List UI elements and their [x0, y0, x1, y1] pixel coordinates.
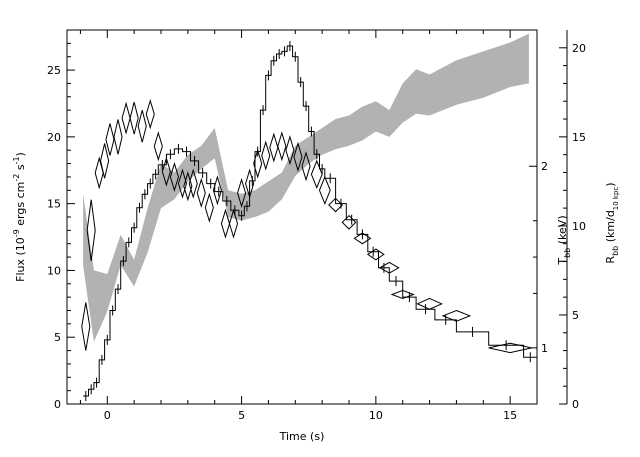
temperature-diamond: [129, 102, 139, 135]
temperature-diamond: [100, 143, 110, 179]
temperature-diamond: [145, 99, 155, 130]
radius-tick-label: 5: [572, 309, 579, 322]
temperature-diamond: [161, 156, 171, 187]
temperature-diamond: [169, 161, 179, 193]
temperature-diamond: [253, 148, 263, 179]
radius-tick-label: 10: [572, 220, 586, 233]
temperature-diamond: [269, 132, 279, 163]
flux-histogram-layer: [83, 41, 537, 401]
temperature-diamond: [353, 232, 372, 245]
temperature-diamond: [204, 192, 214, 223]
temperature-diamond: [81, 302, 91, 351]
temperature-diamond: [378, 261, 400, 274]
x-tick-label: 15: [503, 409, 517, 422]
x-tick-label: 10: [369, 409, 383, 422]
radius-tick-label: 15: [572, 131, 586, 144]
temperature-diamond: [113, 119, 123, 155]
temperature-diamond: [261, 140, 271, 171]
temperature-diamond: [301, 151, 311, 182]
temperature-diamond-layer: [81, 99, 532, 354]
temperature-diamond: [137, 110, 147, 143]
temperature-diamond: [86, 199, 96, 262]
temperature-diamond: [341, 214, 357, 230]
temperature-diamond: [390, 289, 415, 300]
temperature-diamond: [121, 101, 131, 135]
flux-tick-label: 10: [47, 264, 61, 277]
radius-tick-label: 20: [572, 42, 586, 55]
temperature-diamond: [441, 309, 472, 322]
temperature-diamond: [228, 208, 239, 239]
temperature-diamond: [105, 123, 115, 156]
temperature-diamond: [237, 177, 247, 209]
radius-band: [83, 33, 529, 342]
temperature-diamond: [220, 208, 231, 239]
temperature-tick-label: 1: [541, 342, 548, 355]
temperature-diamond: [488, 342, 532, 354]
x-tick-label: 0: [104, 409, 111, 422]
temperature-tick-label: 2: [541, 160, 548, 173]
flux-tick-label: 5: [54, 331, 61, 344]
temperature-diamond: [188, 168, 198, 199]
flux-tick-label: 20: [47, 131, 61, 144]
y-axis-label-temperature: Tbb (keV): [556, 215, 572, 265]
temperature-diamond: [245, 168, 255, 199]
temperature-diamond: [366, 248, 385, 261]
x-tick-label: 5: [238, 409, 245, 422]
temperature-diamond: [183, 171, 193, 202]
temperature-diamond: [285, 135, 295, 166]
x-axis-label: Time (s): [279, 430, 325, 443]
temperature-diamond: [196, 177, 206, 209]
flux-tick-label: 15: [47, 198, 61, 211]
temperature-diamond: [328, 197, 343, 213]
temperature-diamond: [416, 297, 443, 310]
y-axis-label-flux: Flux (10-9 ergs cm-2 s-1): [12, 152, 27, 282]
temperature-diamond: [212, 175, 222, 206]
y-axis-label-radius: Rbb (km/d10 kpc): [604, 182, 620, 263]
flux-tick-label: 0: [54, 398, 61, 411]
temperature-diamond: [153, 131, 163, 162]
temperature-diamond: [293, 141, 303, 172]
temperature-diamond: [310, 159, 323, 189]
radius-tick-label: 0: [572, 398, 579, 411]
radius-band-layer: [83, 33, 529, 342]
temperature-diamond: [177, 168, 188, 199]
flux-tick-label: 25: [47, 64, 61, 77]
temperature-diamond: [277, 131, 287, 162]
temperature-diamond: [318, 175, 331, 205]
